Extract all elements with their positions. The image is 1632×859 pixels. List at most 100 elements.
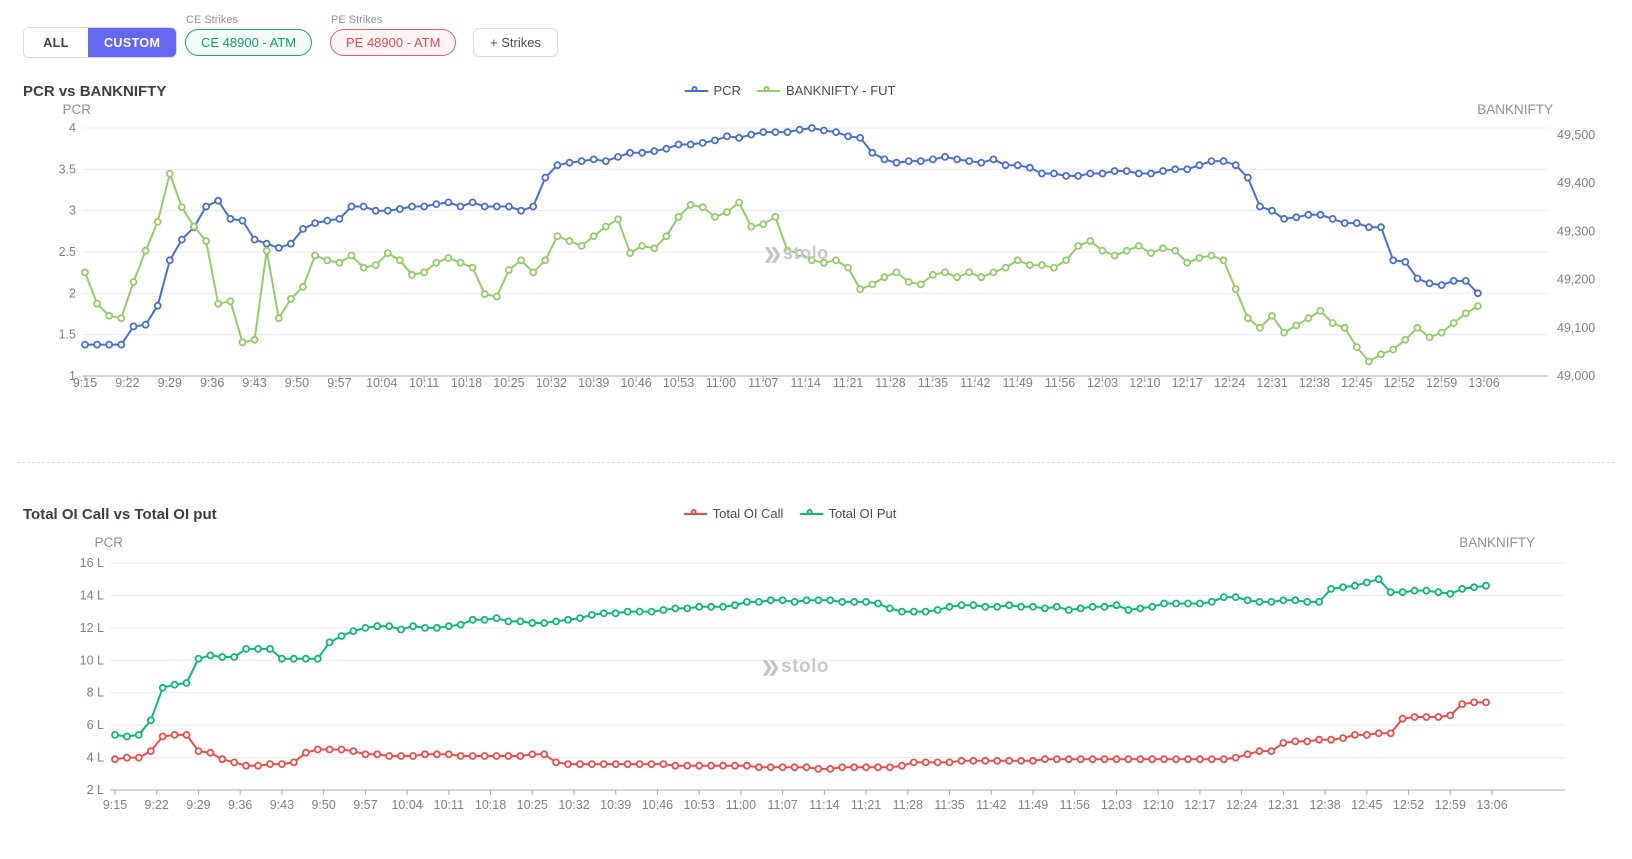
- svg-text:12:24: 12:24: [1214, 376, 1245, 390]
- svg-text:10:18: 10:18: [475, 798, 506, 812]
- stolo-watermark-text: stolo: [781, 656, 830, 677]
- svg-text:11:35: 11:35: [934, 798, 964, 812]
- svg-text:16 L: 16 L: [80, 556, 104, 570]
- svg-text:10:32: 10:32: [536, 376, 567, 390]
- svg-text:12:17: 12:17: [1184, 798, 1215, 812]
- svg-text:12:10: 12:10: [1143, 798, 1174, 812]
- svg-text:12:52: 12:52: [1384, 376, 1415, 390]
- oi-chart-title: Total OI Call vs Total OI put: [23, 506, 217, 523]
- legend-item-pcr[interactable]: PCR: [684, 83, 741, 98]
- legend-label: Total OI Call: [712, 506, 784, 521]
- svg-text:12:38: 12:38: [1309, 798, 1340, 812]
- svg-text:13:06: 13:06: [1476, 798, 1507, 812]
- svg-text:10:11: 10:11: [434, 798, 464, 812]
- svg-text:12:45: 12:45: [1351, 798, 1382, 812]
- svg-text:10 L: 10 L: [80, 653, 104, 667]
- svg-text:49,400: 49,400: [1557, 176, 1595, 190]
- total-oi-plot: 16 L 14 L 12 L 10 L 8 L 6 L 4 L 2 L9:15 9:22 9:29…: [80, 535, 1565, 812]
- svg-text:9:15: 9:15: [103, 798, 127, 812]
- svg-text:12:45: 12:45: [1341, 376, 1372, 390]
- svg-text:11:07: 11:07: [767, 798, 797, 812]
- pe-strikes-label: PE Strikes: [331, 14, 383, 26]
- svg-text:9:50: 9:50: [285, 376, 309, 390]
- legend-marker-icon: [799, 508, 824, 519]
- legend-item-total-oi-call[interactable]: Total OI Call: [683, 506, 784, 521]
- svg-text:12 L: 12 L: [80, 621, 104, 635]
- add-strikes-button[interactable]: + Strikes: [473, 28, 558, 57]
- svg-text:10:53: 10:53: [684, 798, 715, 812]
- svg-text:13:06: 13:06: [1468, 376, 1499, 390]
- strikes-toolbar: ALL CUSTOM CE Strikes CE 48900 - ATM PE …: [0, 0, 1632, 66]
- pcr-banknifty-plot: 4 3.5 3 2.5 2 1.5 1 49,500 49,400 49,300 49,200 49,…: [59, 102, 1596, 390]
- svg-text:11:35: 11:35: [918, 376, 948, 390]
- svg-text:49,500: 49,500: [1557, 128, 1595, 142]
- legend-label: BANKNIFTY - FUT: [785, 83, 896, 98]
- svg-text:12:38: 12:38: [1299, 376, 1330, 390]
- svg-text:14 L: 14 L: [80, 588, 104, 602]
- svg-text:12:31: 12:31: [1268, 798, 1299, 812]
- svg-text:9:50: 9:50: [311, 798, 335, 812]
- legend-marker-icon: [684, 85, 709, 96]
- svg-text:10:39: 10:39: [600, 798, 631, 812]
- custom-toggle-button[interactable]: CUSTOM: [88, 28, 177, 57]
- svg-text:10:46: 10:46: [620, 376, 651, 390]
- svg-text:11:28: 11:28: [893, 798, 923, 812]
- svg-text:1: 1: [69, 369, 76, 383]
- legend-item-total-oi-put[interactable]: Total OI Put: [799, 506, 896, 521]
- svg-text:11:14: 11:14: [791, 376, 821, 390]
- svg-text:1.5: 1.5: [59, 328, 76, 342]
- svg-text:9:22: 9:22: [145, 798, 169, 812]
- svg-text:11:00: 11:00: [706, 376, 736, 390]
- svg-text:12:52: 12:52: [1393, 798, 1424, 812]
- pe-strike-chip[interactable]: PE 48900 - ATM: [330, 29, 457, 56]
- svg-text:11:49: 11:49: [1002, 376, 1032, 390]
- svg-text:10:25: 10:25: [517, 798, 548, 812]
- svg-text:8 L: 8 L: [87, 686, 104, 700]
- svg-text:11:42: 11:42: [976, 798, 1006, 812]
- legend-item-banknifty-fut[interactable]: BANKNIFTY - FUT: [756, 83, 896, 98]
- svg-text:10:18: 10:18: [451, 376, 482, 390]
- svg-text:9:15: 9:15: [73, 376, 97, 390]
- all-toggle-button[interactable]: ALL: [24, 28, 88, 57]
- svg-text:2 L: 2 L: [87, 783, 104, 797]
- svg-text:12:31: 12:31: [1256, 376, 1287, 390]
- stolo-watermark: ❯❯ stolo: [761, 656, 829, 678]
- all-custom-toggle: ALL CUSTOM: [23, 27, 178, 58]
- svg-text:9:43: 9:43: [270, 798, 294, 812]
- ce-strike-chip[interactable]: CE 48900 - ATM: [185, 29, 313, 56]
- legend-label: PCR: [713, 83, 741, 98]
- svg-text:10:04: 10:04: [366, 376, 397, 390]
- svg-text:10:32: 10:32: [558, 798, 589, 812]
- svg-text:11:49: 11:49: [1018, 798, 1048, 812]
- svg-text:4 L: 4 L: [87, 751, 104, 765]
- svg-text:49,100: 49,100: [1557, 321, 1595, 335]
- svg-text:11:56: 11:56: [1060, 798, 1090, 812]
- stolo-watermark: ❯❯ stolo: [763, 243, 829, 264]
- svg-text:2: 2: [69, 286, 76, 300]
- svg-text:11:00: 11:00: [726, 798, 756, 812]
- svg-text:10:04: 10:04: [391, 798, 422, 812]
- svg-text:49,200: 49,200: [1557, 273, 1595, 287]
- svg-text:3: 3: [69, 204, 76, 218]
- svg-text:9:43: 9:43: [242, 376, 266, 390]
- svg-text:11:42: 11:42: [960, 376, 990, 390]
- svg-text:10:11: 10:11: [409, 376, 439, 390]
- svg-text:11:14: 11:14: [809, 798, 839, 812]
- svg-text:BANKNIFTY: BANKNIFTY: [1459, 535, 1535, 550]
- svg-text:11:21: 11:21: [851, 798, 881, 812]
- stolo-chevrons-icon: ❯❯: [763, 245, 782, 263]
- svg-text:11:56: 11:56: [1045, 376, 1075, 390]
- stolo-chevrons-icon: ❯❯: [761, 659, 780, 676]
- legend-label: Total OI Put: [828, 506, 897, 521]
- pcr-chart-title: PCR vs BANKNIFTY: [23, 83, 167, 100]
- svg-text:9:36: 9:36: [200, 376, 224, 390]
- svg-text:12:24: 12:24: [1226, 798, 1257, 812]
- svg-text:9:29: 9:29: [186, 798, 210, 812]
- svg-text:12:59: 12:59: [1435, 798, 1466, 812]
- svg-text:10:25: 10:25: [493, 376, 524, 390]
- svg-text:10:46: 10:46: [642, 798, 673, 812]
- legend-marker-icon: [683, 508, 708, 519]
- svg-text:11:07: 11:07: [748, 376, 778, 390]
- svg-text:9:22: 9:22: [115, 376, 139, 390]
